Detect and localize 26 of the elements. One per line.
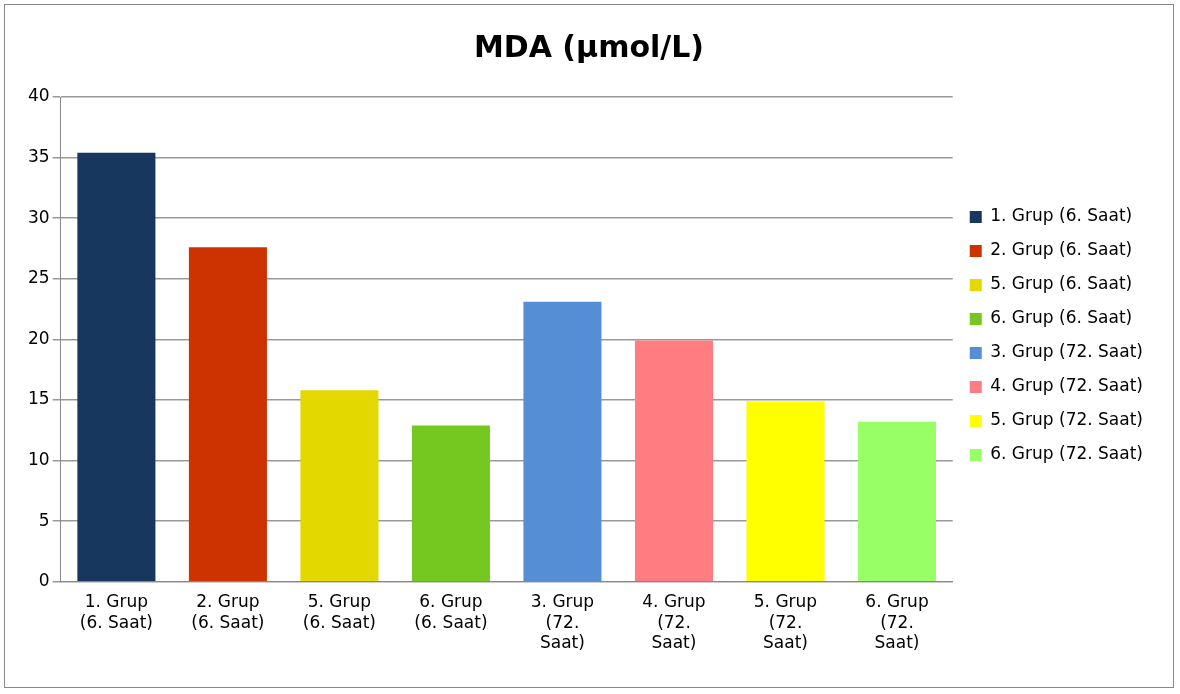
x-tick-label: 3. Grup (72. Saat) [530,591,595,653]
chart-title: MDA (µmol/L) [473,28,705,64]
legend-label: 4. Grup (72. Saat) [990,375,1144,396]
y-tick-label: 20 [27,327,50,348]
y-tick-label: 30 [27,206,50,227]
legend-label: 5. Grup (72. Saat) [990,409,1144,430]
x-tick-label: 6. Grup (72. Saat) [865,591,929,653]
y-tick-label: 35 [27,146,50,167]
y-tick-label: 25 [27,267,50,288]
y-tick-label: 10 [27,449,50,470]
legend-label: 6. Grup (72. Saat) [990,443,1144,464]
legend-label: 1. Grup (6. Saat) [990,205,1133,226]
y-tick-label: 40 [27,85,50,106]
x-tick-label: 2. Grup (6. Saat) [191,591,265,632]
x-tick-label: 6. Grup (6. Saat) [414,591,488,632]
x-tick-label: 5. Grup (72. Saat) [753,591,818,653]
legend-label: 3. Grup (72. Saat) [990,341,1144,362]
y-tick-label: 5 [38,509,50,530]
legend-label: 5. Grup (6. Saat) [990,273,1133,294]
y-tick-label: 0 [38,570,50,591]
x-tick-label: 1. Grup (6. Saat) [79,591,153,632]
legend-label: 6. Grup (6. Saat) [990,307,1133,328]
legend-label: 2. Grup (6. Saat) [990,239,1133,260]
x-tick-label: 4. Grup (72. Saat) [642,591,706,653]
y-tick-label: 15 [27,388,50,409]
x-tick-label: 5. Grup (6. Saat) [302,591,377,632]
